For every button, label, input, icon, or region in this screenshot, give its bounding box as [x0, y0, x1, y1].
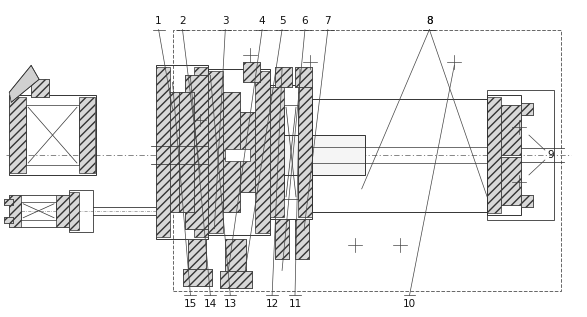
Bar: [9, 195, 21, 227]
Text: 8: 8: [426, 16, 433, 26]
Bar: [487, 90, 554, 220]
Polygon shape: [9, 65, 39, 102]
Bar: [69, 192, 79, 230]
Bar: [4, 217, 14, 223]
Bar: [208, 69, 270, 235]
Bar: [295, 219, 309, 259]
Text: 3: 3: [222, 16, 228, 26]
Bar: [26, 105, 79, 165]
Bar: [69, 190, 93, 232]
Bar: [178, 92, 194, 212]
Bar: [9, 97, 26, 173]
Bar: [4, 199, 14, 205]
Bar: [9, 195, 71, 227]
Bar: [184, 268, 212, 287]
Bar: [487, 95, 521, 215]
Bar: [275, 219, 289, 259]
Text: 7: 7: [325, 16, 331, 26]
Bar: [184, 268, 212, 287]
Bar: [208, 71, 223, 233]
Bar: [79, 97, 95, 173]
Text: 11: 11: [288, 299, 302, 309]
Bar: [225, 239, 246, 270]
Bar: [312, 99, 487, 212]
Bar: [295, 68, 312, 87]
Bar: [270, 85, 312, 219]
Bar: [521, 195, 533, 207]
Bar: [9, 95, 96, 175]
Bar: [501, 157, 521, 205]
Bar: [501, 105, 521, 155]
Bar: [243, 62, 260, 82]
Text: 12: 12: [265, 299, 279, 309]
Bar: [156, 135, 365, 175]
Bar: [156, 65, 208, 239]
Text: 1: 1: [156, 16, 162, 26]
Bar: [255, 71, 270, 233]
Bar: [185, 75, 210, 229]
Bar: [225, 149, 250, 161]
Bar: [295, 68, 312, 87]
Bar: [220, 270, 252, 288]
Bar: [220, 270, 252, 288]
Bar: [240, 112, 255, 192]
Bar: [170, 92, 185, 212]
Bar: [185, 75, 210, 229]
Bar: [56, 195, 71, 227]
Bar: [31, 79, 49, 97]
Bar: [188, 239, 207, 268]
Bar: [173, 29, 561, 291]
Bar: [275, 68, 292, 87]
Text: 8: 8: [426, 16, 433, 26]
Bar: [156, 68, 170, 237]
Bar: [487, 97, 501, 213]
Text: 2: 2: [179, 16, 186, 26]
Text: 10: 10: [403, 299, 416, 309]
Bar: [223, 92, 240, 212]
Bar: [31, 79, 49, 97]
Text: 15: 15: [184, 299, 197, 309]
Bar: [295, 219, 309, 259]
Bar: [225, 239, 246, 270]
Bar: [284, 105, 298, 199]
Text: 13: 13: [224, 299, 237, 309]
Bar: [298, 87, 312, 217]
Bar: [170, 92, 185, 212]
Bar: [21, 202, 56, 220]
Bar: [521, 103, 533, 115]
Text: 6: 6: [302, 16, 308, 26]
Bar: [240, 112, 255, 192]
Bar: [243, 62, 260, 82]
Text: 5: 5: [279, 16, 285, 26]
Bar: [223, 92, 240, 212]
Text: 9: 9: [548, 150, 554, 160]
Bar: [194, 68, 208, 237]
Bar: [188, 239, 207, 268]
Bar: [270, 87, 284, 217]
Bar: [501, 157, 521, 205]
Bar: [501, 105, 521, 155]
Bar: [4, 217, 14, 223]
Bar: [4, 199, 14, 205]
Bar: [178, 92, 194, 212]
Bar: [521, 103, 533, 115]
Text: 4: 4: [259, 16, 265, 26]
Bar: [275, 219, 289, 259]
Bar: [521, 195, 533, 207]
Bar: [275, 68, 292, 87]
Text: 14: 14: [204, 299, 217, 309]
